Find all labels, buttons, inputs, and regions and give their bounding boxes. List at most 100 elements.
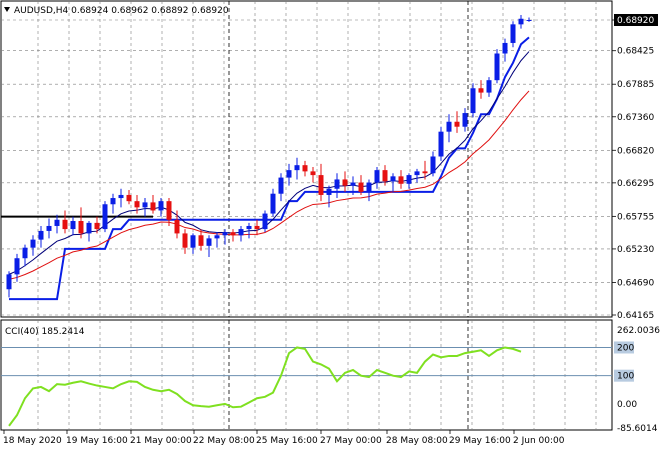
cci-label: CCI(40) 185.2414 — [5, 327, 85, 337]
candle-body — [510, 24, 516, 43]
time-tick-label: 22 May 08:00 — [193, 436, 255, 446]
moving-averages — [8, 51, 530, 280]
price-tick-label: 0.67885 — [617, 80, 654, 90]
cci-tick-label: 0.00 — [617, 400, 637, 410]
stop-line-path — [9, 36, 530, 301]
candle-body — [14, 258, 20, 275]
candle-body — [198, 235, 204, 246]
cci-tick-label: -85.6014 — [617, 424, 658, 434]
candle-body — [222, 232, 228, 236]
price-tick-label: 0.68425 — [617, 47, 654, 57]
current-price-box — [614, 14, 658, 26]
candle-body — [454, 121, 460, 127]
time-tick-label: 29 May 16:00 — [449, 436, 511, 446]
candle-body — [110, 198, 116, 205]
price-tick-label: 0.66295 — [617, 179, 654, 189]
candle-body — [390, 176, 396, 182]
price-pane[interactable] — [0, 0, 613, 318]
candle-body — [318, 175, 324, 195]
cci-tick-label: 100 — [617, 372, 634, 382]
cci-level-box — [614, 369, 634, 382]
candle-body — [62, 219, 68, 230]
candle-body — [430, 156, 436, 174]
candle-body — [246, 225, 252, 230]
candle-body — [502, 42, 508, 54]
candle-body — [478, 88, 484, 93]
candle-body — [166, 201, 172, 220]
candle-body — [294, 165, 300, 171]
candle-body — [334, 179, 340, 189]
cci-tick-label: 262.0036 — [617, 326, 660, 336]
ma-slow-line — [8, 90, 530, 280]
candle-body — [326, 188, 332, 195]
candle-body — [382, 170, 388, 182]
price-tick-label: 0.64690 — [617, 278, 654, 288]
candle-body — [190, 235, 196, 248]
cci-path — [8, 346, 522, 427]
cci-tick-label: 200 — [617, 343, 634, 353]
candles — [6, 15, 532, 298]
candle-body — [286, 170, 292, 178]
time-tick-label: 27 May 00:00 — [320, 436, 382, 446]
candle-body — [366, 182, 372, 192]
time-tick-label: 21 May 00:00 — [130, 436, 192, 446]
cci-line — [8, 346, 522, 427]
triangle-down-icon[interactable] — [4, 7, 10, 12]
candle-body — [54, 219, 60, 226]
candle-body — [102, 204, 108, 230]
time-tick-label: 2 Jun 00:00 — [513, 436, 565, 446]
candle-body — [238, 229, 244, 236]
candle-body — [30, 239, 36, 248]
candle-body — [182, 233, 188, 248]
ma-fast-line — [8, 51, 530, 275]
time-tick-label: 25 May 16:00 — [256, 436, 318, 446]
candle-body — [70, 221, 76, 230]
time-tick-label: 19 May 16:00 — [66, 436, 128, 446]
candle-body — [494, 53, 500, 81]
candle-body — [358, 182, 364, 192]
candle-body — [446, 121, 452, 132]
candle-body — [46, 225, 52, 231]
candle-body — [230, 232, 236, 236]
candle-body — [342, 179, 348, 186]
trailing-stop-line — [9, 36, 530, 301]
time-tick-label: 18 May 2020 — [3, 436, 62, 446]
cci-pane[interactable] — [0, 319, 613, 431]
price-tick-label: 0.65755 — [617, 212, 654, 222]
candle-body — [6, 274, 12, 290]
candle-body — [22, 247, 28, 259]
candle-body — [270, 193, 276, 214]
candle-body — [126, 194, 132, 202]
cci-axis: 262.0036 200 100 0.00 -85.6014 — [614, 326, 660, 434]
price-tick-label: 0.67360 — [617, 113, 654, 123]
candle-body — [134, 201, 140, 208]
candle-body — [158, 201, 164, 211]
candle-body — [78, 221, 84, 234]
candle-body — [142, 202, 148, 208]
candle-body — [94, 222, 100, 230]
candle-body — [150, 202, 156, 211]
price-tick-label: 0.66820 — [617, 146, 654, 156]
candle-body — [174, 219, 180, 234]
candle-body — [302, 165, 308, 172]
candle-body — [38, 230, 44, 240]
candle-body — [254, 225, 260, 230]
candle-body — [518, 18, 524, 25]
candle-body — [262, 213, 268, 230]
price-tick-label: 0.65230 — [617, 245, 654, 255]
candle-body — [526, 20, 532, 21]
candle-body — [86, 222, 92, 234]
current-price-label: 0.68920 — [617, 16, 654, 26]
candle-body — [414, 171, 420, 176]
candle-body — [470, 88, 476, 114]
time-axis: 18 May 2020 19 May 16:00 21 May 00:00 22 Ma… — [3, 430, 565, 446]
symbol-info: AUDUSD,H4 0.68924 0.68962 0.68892 0.6892… — [14, 6, 229, 16]
candle-body — [374, 170, 380, 183]
price-tick-label: 0.64165 — [617, 311, 654, 321]
price-axis: 0.68920 0.68425 0.67885 0.67360 0.66820 0.662… — [612, 14, 658, 321]
candle-body — [118, 194, 124, 199]
candle-body — [214, 235, 220, 239]
candle-body — [422, 171, 428, 174]
